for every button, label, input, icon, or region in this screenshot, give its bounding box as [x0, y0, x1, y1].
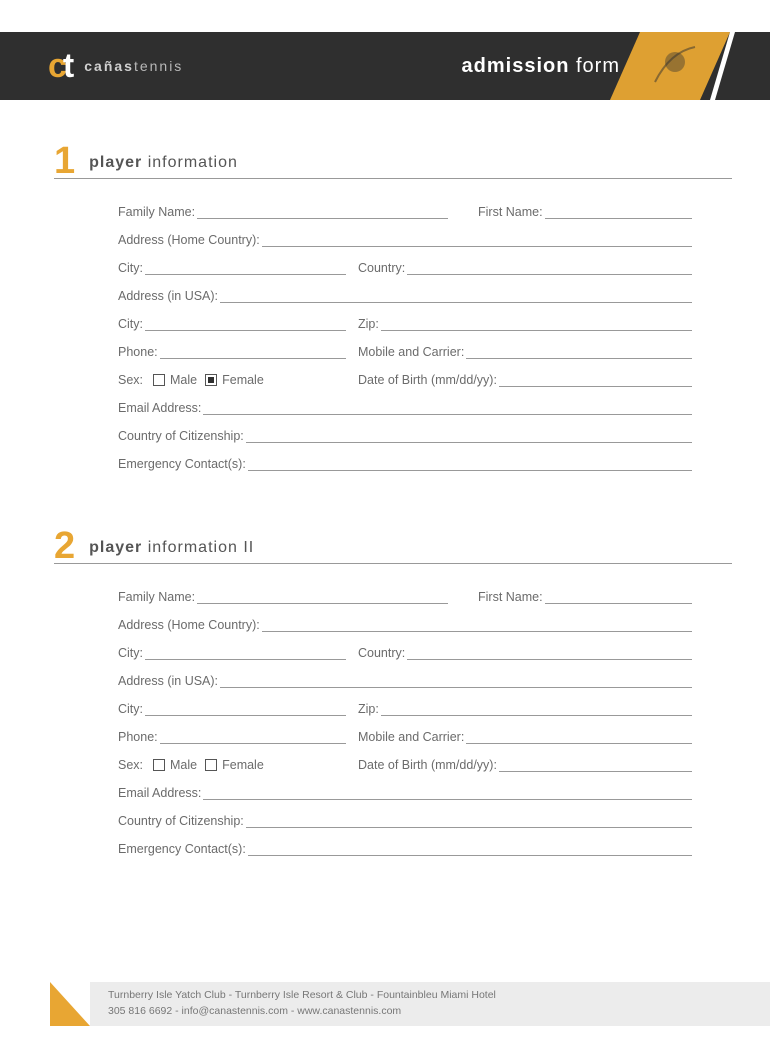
family-name-label: Family Name:: [118, 205, 197, 219]
first-name-label-2: First Name:: [478, 590, 545, 604]
address-home-input[interactable]: [262, 233, 692, 247]
dob-label: Date of Birth (mm/dd/yy):: [358, 373, 499, 387]
mobile-label: Mobile and Carrier:: [358, 345, 466, 359]
city1-label-2: City:: [118, 646, 145, 660]
email-input[interactable]: [203, 401, 692, 415]
email-label-2: Email Address:: [118, 786, 203, 800]
country-label-2: Country:: [358, 646, 407, 660]
dob-input-2[interactable]: [499, 758, 692, 772]
address-usa-input[interactable]: [220, 289, 692, 303]
country-label: Country:: [358, 261, 407, 275]
phone-label-2: Phone:: [118, 730, 160, 744]
mobile-input[interactable]: [466, 345, 692, 359]
emergency-input-2[interactable]: [248, 842, 692, 856]
section-1-title: player information: [89, 154, 238, 172]
sex-label-2: Sex:: [118, 758, 145, 772]
city1-input[interactable]: [145, 261, 346, 275]
country-input-2[interactable]: [407, 646, 692, 660]
city2-label-2: City:: [118, 702, 145, 716]
country-input[interactable]: [407, 261, 692, 275]
logo-block: c t cañastennis: [48, 47, 183, 86]
logo-text: cañastennis: [84, 58, 183, 74]
citizenship-input[interactable]: [246, 429, 692, 443]
footer-line-2: 305 816 6692 - info@canastennis.com - ww…: [108, 1004, 770, 1020]
city2-label: City:: [118, 317, 145, 331]
first-name-input-2[interactable]: [545, 590, 692, 604]
phone-input-2[interactable]: [160, 730, 346, 744]
mobile-input-2[interactable]: [466, 730, 692, 744]
phone-input[interactable]: [160, 345, 346, 359]
brand-bold: cañas: [84, 58, 134, 74]
family-name-input-2[interactable]: [197, 590, 448, 604]
first-name-label: First Name:: [478, 205, 545, 219]
address-home-input-2[interactable]: [262, 618, 692, 632]
section-1-body: Family Name: First Name: Address (Home C…: [118, 205, 692, 471]
dob-label-2: Date of Birth (mm/dd/yy):: [358, 758, 499, 772]
phone-label: Phone:: [118, 345, 160, 359]
emergency-label: Emergency Contact(s):: [118, 457, 248, 471]
section-1-header: 1 player information: [54, 136, 732, 179]
footer: Turnberry Isle Yatch Club - Turnberry Is…: [0, 982, 770, 1026]
header-title: admission form: [462, 55, 620, 78]
section-2: 2 player information II Family Name: Fir…: [0, 521, 770, 856]
city2-input-2[interactable]: [145, 702, 346, 716]
mobile-label-2: Mobile and Carrier:: [358, 730, 466, 744]
section-2-header: 2 player information II: [54, 521, 732, 564]
address-home-label: Address (Home Country):: [118, 233, 262, 247]
dob-input[interactable]: [499, 373, 692, 387]
address-usa-input-2[interactable]: [220, 674, 692, 688]
address-usa-label: Address (in USA):: [118, 289, 220, 303]
female-checkbox-2[interactable]: [205, 759, 217, 771]
section-1-number: 1: [54, 142, 75, 180]
email-input-2[interactable]: [203, 786, 692, 800]
section-1: 1 player information Family Name: First …: [0, 136, 770, 471]
city1-input-2[interactable]: [145, 646, 346, 660]
citizenship-input-2[interactable]: [246, 814, 692, 828]
brand-light: tennis: [134, 58, 183, 74]
section-2-title: player information II: [89, 539, 254, 557]
address-home-label-2: Address (Home Country):: [118, 618, 262, 632]
footer-triangle-icon: [50, 982, 90, 1026]
male-checkbox-2[interactable]: [153, 759, 165, 771]
zip-label-2: Zip:: [358, 702, 381, 716]
family-name-label-2: Family Name:: [118, 590, 197, 604]
male-label-2: Male: [170, 758, 197, 772]
section-2-body: Family Name: First Name: Address (Home C…: [118, 590, 692, 856]
address-usa-label-2: Address (in USA):: [118, 674, 220, 688]
logo-mark: c t: [48, 47, 74, 86]
zip-input-2[interactable]: [381, 702, 692, 716]
page-header: c t cañastennis admission form: [0, 32, 770, 100]
zip-label: Zip:: [358, 317, 381, 331]
male-label: Male: [170, 373, 197, 387]
zip-input[interactable]: [381, 317, 692, 331]
city1-label: City:: [118, 261, 145, 275]
footer-bar: Turnberry Isle Yatch Club - Turnberry Is…: [90, 982, 770, 1026]
emergency-label-2: Emergency Contact(s):: [118, 842, 248, 856]
section-2-number: 2: [54, 527, 75, 565]
citizenship-label: Country of Citizenship:: [118, 429, 246, 443]
city2-input[interactable]: [145, 317, 346, 331]
citizenship-label-2: Country of Citizenship:: [118, 814, 246, 828]
first-name-input[interactable]: [545, 205, 692, 219]
female-checkbox[interactable]: [205, 374, 217, 386]
emergency-input[interactable]: [248, 457, 692, 471]
header-graphic-icon: [610, 32, 770, 100]
title-bold: admission: [462, 55, 570, 77]
female-label: Female: [222, 373, 264, 387]
footer-line-1: Turnberry Isle Yatch Club - Turnberry Is…: [108, 988, 770, 1004]
sex-label: Sex:: [118, 373, 145, 387]
logo-t: t: [63, 47, 74, 86]
email-label: Email Address:: [118, 401, 203, 415]
male-checkbox[interactable]: [153, 374, 165, 386]
family-name-input[interactable]: [197, 205, 448, 219]
female-label-2: Female: [222, 758, 264, 772]
